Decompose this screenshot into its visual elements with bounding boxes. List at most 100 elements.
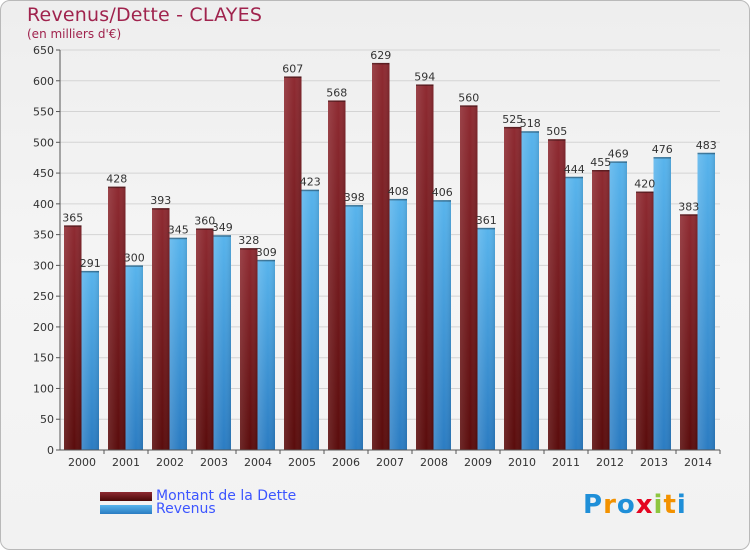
bar-dette-top [636,191,654,194]
bar-dette-shade [460,105,478,450]
x-tick-label: 2010 [508,456,536,469]
bar-revenus-top [477,227,495,230]
x-tick-label: 2002 [156,456,184,469]
legend-item-dette: Montant de la Dette [100,488,296,504]
data-label: 423 [300,176,321,189]
bar-dette-top [680,214,698,216]
bar-revenus-top [653,157,671,159]
y-tick-label: 450 [33,167,54,180]
y-tick-label: 200 [33,321,54,334]
y-tick-label: 150 [33,352,54,365]
y-tick-label: 600 [33,75,54,88]
data-label: 428 [106,173,127,186]
bar-revenus-top [433,200,451,202]
x-tick-label: 2004 [244,456,272,469]
data-label: 408 [388,185,409,198]
chart-title: Revenus/Dette - CLAYES [27,4,263,26]
data-label: 420 [634,178,655,191]
bar-revenus-top [345,205,363,207]
bar-dette-top [152,208,170,210]
bar-revenus-top [565,176,583,179]
bar-dette-top [460,105,478,107]
bar-dette-shade [680,214,698,450]
bar-revenus-top [697,152,715,155]
bar-dette-shade [64,225,82,450]
logo-letter: P [583,490,604,520]
data-label: 629 [370,49,391,62]
data-label: 444 [564,163,585,176]
bar-dette-shade [416,84,434,450]
bar-dette-top [416,84,434,86]
bar-revenus-shade [477,227,495,450]
bar-revenus-shade [125,265,143,450]
logo-letter: x [635,490,654,520]
x-tick-label: 2014 [684,456,712,469]
legend-label-dette: Montant de la Dette [156,488,297,504]
data-label: 594 [414,70,435,83]
bar-dette-top [504,126,522,129]
y-tick-label: 0 [47,444,54,457]
bar-revenus-top [301,189,319,192]
y-tick-label: 300 [33,259,54,272]
bar-dette-shade [284,76,302,450]
logo-letter: t [663,490,677,520]
bar-revenus-shade [609,161,627,450]
y-tick-label: 350 [33,229,54,242]
data-label: 560 [458,91,479,104]
data-label: 365 [62,211,83,224]
bar-revenus-shade [521,131,539,450]
bar-revenus-shade [565,176,583,450]
y-tick-label: 250 [33,290,54,303]
data-label: 476 [652,143,673,156]
bar-dette-shade [372,62,390,451]
bar-revenus-shade [345,205,363,450]
data-label: 525 [502,113,523,126]
data-label: 361 [476,214,497,227]
bar-revenus-shade [389,198,407,450]
x-tick-label: 2005 [288,456,316,469]
y-tick-label: 400 [33,198,54,211]
logo-letter: i [676,490,687,520]
x-tick-label: 2009 [464,456,492,469]
bar-revenus-shade [301,189,319,450]
data-label: 505 [546,125,567,138]
bar-revenus-top [521,131,539,133]
bar-revenus-shade [697,152,715,450]
y-tick-label: 650 [33,44,54,57]
data-label: 349 [212,221,233,234]
logo-letter: o [616,490,636,520]
y-tick-label: 500 [33,136,54,149]
logo-letter: i [653,490,664,520]
data-label: 398 [344,191,365,204]
bar-revenus-top [81,270,99,273]
bar-dette-top [548,139,566,141]
data-label: 406 [432,186,453,199]
bar-dette-top [196,228,214,230]
data-label: 568 [326,86,347,99]
bar-revenus-top [257,259,275,262]
bar-dette-shade [240,248,258,450]
x-tick-label: 2000 [68,456,96,469]
bar-dette-shade [504,126,522,450]
x-tick-label: 2001 [112,456,140,469]
bar-dette-top [372,62,390,65]
data-label: 360 [194,214,215,227]
data-label: 300 [124,251,145,264]
bar-revenus-shade [213,235,231,450]
y-tick-label: 100 [33,382,54,395]
bar-revenus-top [125,265,143,267]
data-label: 309 [256,246,277,259]
x-tick-label: 2007 [376,456,404,469]
bar-revenus-shade [169,237,187,450]
bar-revenus-top [169,237,187,240]
bar-dette-top [64,225,82,227]
bar-revenus-shade [81,270,99,450]
logo-letter: r [603,490,617,520]
bar-dette-shade [548,139,566,450]
data-label: 328 [238,234,259,247]
data-label: 483 [696,139,717,152]
bar-dette-top [284,76,302,78]
legend-label-revenus: Revenus [156,501,216,517]
bar-dette-shade [108,186,126,450]
proxiti-logo: Proxiti [583,490,687,520]
